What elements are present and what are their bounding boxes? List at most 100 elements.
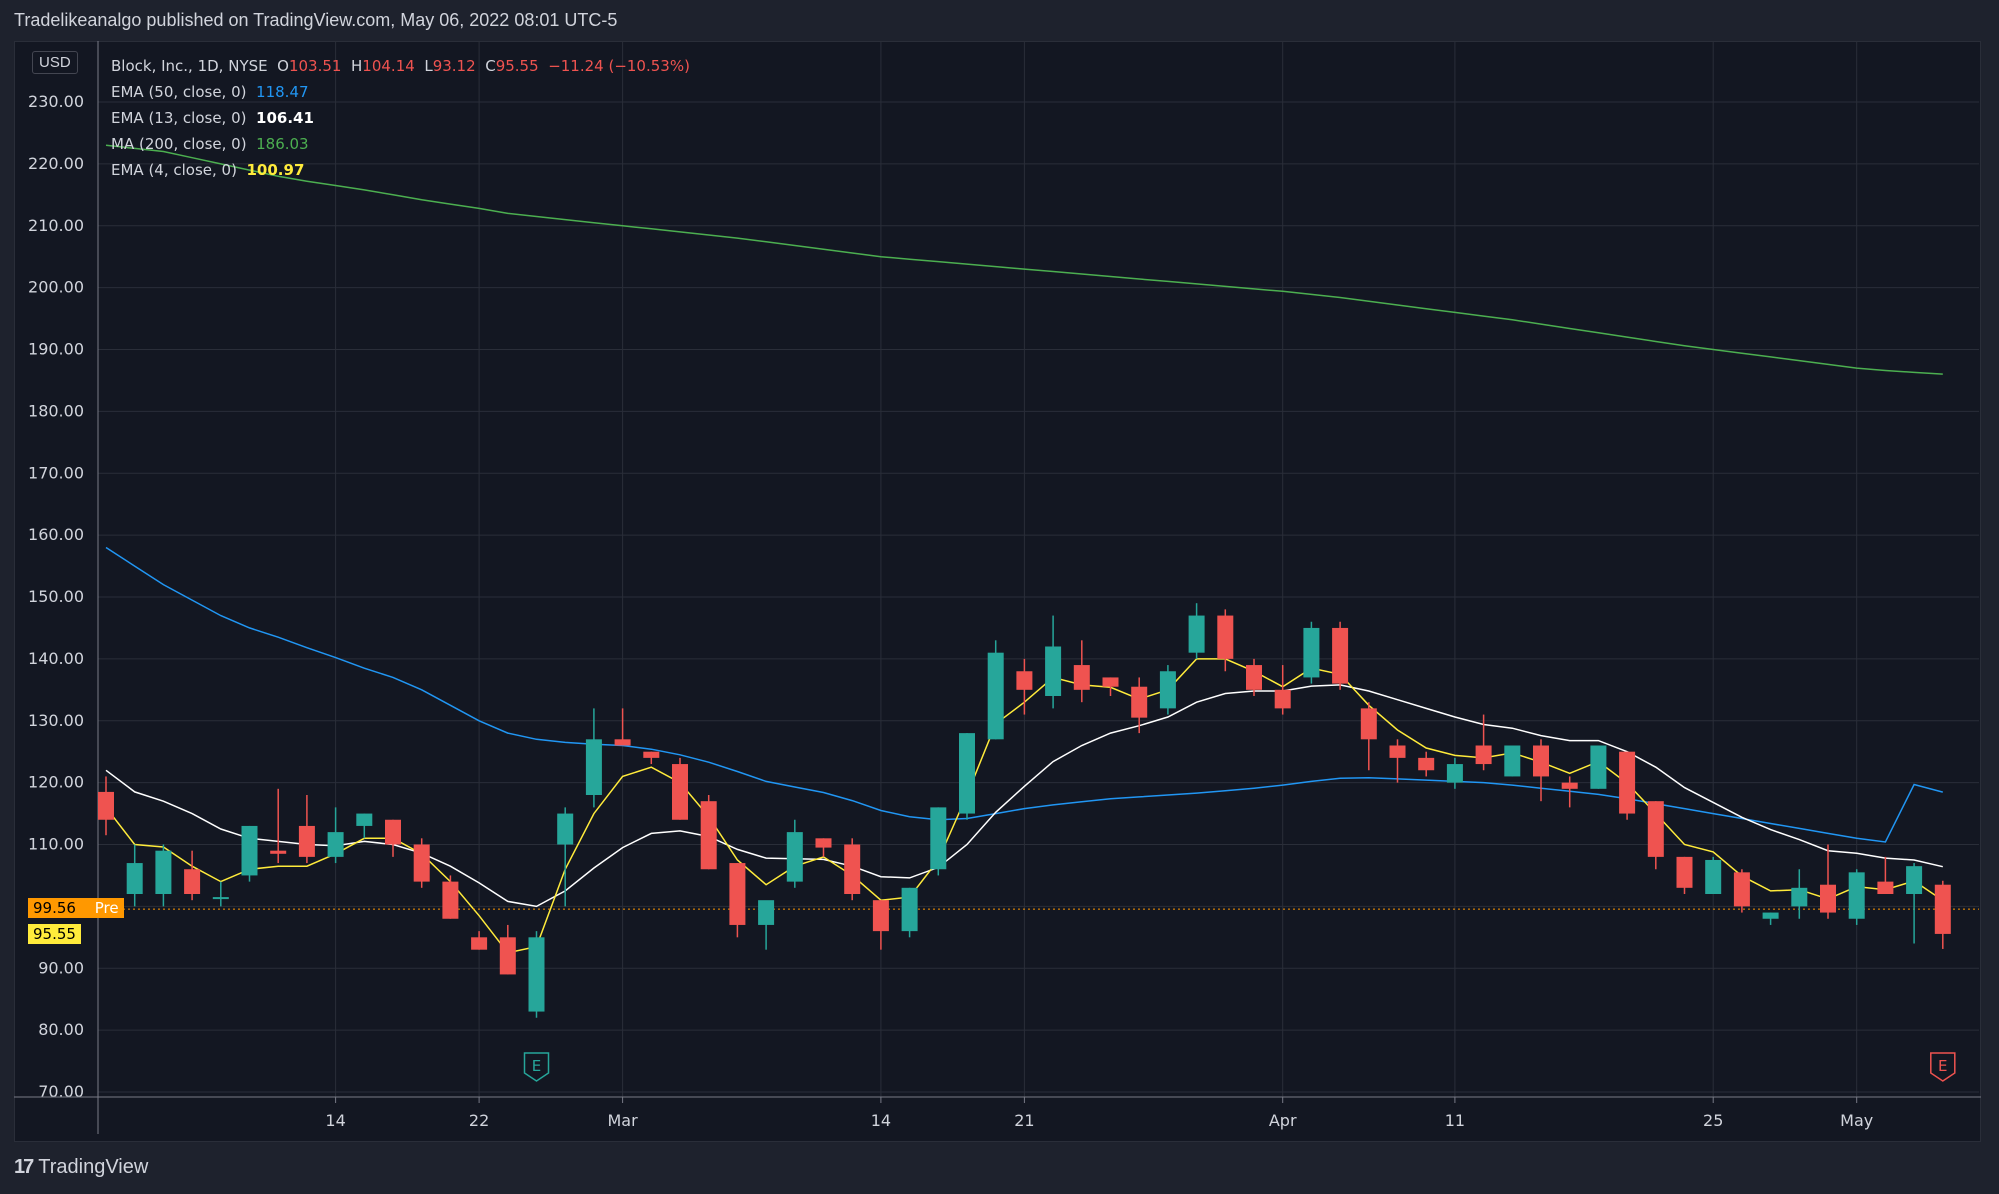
candle-up [901, 887, 918, 938]
candle-down [1676, 856, 1693, 894]
candle-body [901, 887, 918, 932]
candle-down [1877, 856, 1894, 894]
candle-body [1619, 751, 1636, 814]
low-value: 93.12 [432, 57, 476, 75]
candle-body [413, 844, 430, 882]
candle-body [1906, 866, 1923, 894]
y-tick-label: 180.00 [28, 401, 84, 420]
candle-body [1705, 859, 1722, 894]
candle-body [1762, 912, 1779, 919]
legend-ma200-row[interactable]: MA (200, close, 0) 186.03 [111, 131, 690, 157]
candle-body [155, 850, 172, 894]
candle-down [1102, 677, 1119, 696]
candle-body [1561, 782, 1578, 789]
candle-up [212, 881, 229, 907]
line-ema-13-close-0 [105, 684, 1943, 908]
candle-body [1877, 881, 1894, 894]
candle-down [442, 875, 459, 919]
candle-body [442, 881, 459, 919]
candle-body [987, 652, 1004, 740]
open-value: 103.51 [288, 57, 342, 75]
candle-down [1561, 776, 1578, 808]
price-chart[interactable]: 230.00 220.00 210.00 200.00 190.00 180.00 170.… [14, 41, 1981, 1142]
candle-up [1848, 869, 1865, 925]
x-tick-label: Apr [1269, 1111, 1297, 1130]
candle-body [327, 832, 344, 857]
candle-body [557, 813, 574, 845]
change-value: −11.24 (−10.53%) [548, 57, 690, 75]
candle-down [1332, 621, 1349, 690]
currency-button[interactable]: USD [32, 51, 78, 74]
candle-body [585, 739, 602, 795]
y-tick-label: 220.00 [28, 154, 84, 173]
candle-down [499, 924, 516, 975]
ema13-label: EMA (13, close, 0) [111, 109, 247, 127]
candle-body [1102, 677, 1119, 687]
grid-lines [98, 41, 1979, 1097]
open-label: O [277, 57, 289, 75]
candle-down [672, 757, 688, 820]
x-tick-label: 22 [469, 1111, 489, 1130]
y-tick-label: 170.00 [28, 463, 84, 482]
ema4-label: EMA (4, close, 0) [111, 161, 237, 179]
candle-body [126, 863, 143, 894]
candle-body [1246, 665, 1262, 690]
candle-down [1217, 609, 1234, 672]
candle-down [1274, 665, 1291, 715]
x-tick-label: 14 [871, 1111, 891, 1130]
candle-body [872, 900, 889, 932]
y-tick-label: 90.00 [38, 958, 84, 977]
candle-body [471, 937, 488, 950]
candle-body [1045, 646, 1062, 696]
legend-ema4-row[interactable]: EMA (4, close, 0) 100.97 [111, 157, 690, 183]
ema50-value: 118.47 [256, 83, 309, 101]
x-tick-label: 25 [1703, 1111, 1723, 1130]
candle-up [1303, 621, 1320, 684]
legend-ema50-row[interactable]: EMA (50, close, 0) 118.47 [111, 79, 690, 105]
candle-down [700, 795, 717, 870]
candle-down [1475, 714, 1492, 771]
tradingview-logo-icon: 17 [14, 1156, 34, 1178]
candle-down [98, 776, 114, 836]
candle-down [1246, 658, 1262, 696]
candle-up [1446, 757, 1463, 789]
candle-body [1647, 801, 1664, 857]
candle-up [327, 807, 344, 864]
candle-body [1131, 686, 1148, 718]
x-tick-label: 14 [325, 1111, 345, 1130]
earnings-marker: E [523, 1052, 550, 1082]
candle-down [1360, 702, 1377, 771]
candle-body [1418, 757, 1435, 771]
tradingview-logo[interactable]: 17 TradingView [14, 1156, 148, 1179]
legend-ema13-row[interactable]: EMA (13, close, 0) 106.41 [111, 105, 690, 131]
y-tick-label: 110.00 [28, 835, 84, 854]
tradingview-brand: TradingView [38, 1156, 149, 1178]
candle-body [241, 825, 258, 876]
candle-down [298, 795, 315, 864]
chart-frame[interactable] [14, 41, 1981, 1142]
candle-body [1217, 615, 1234, 659]
candle-body [786, 832, 803, 882]
candle-up [987, 640, 1004, 740]
candle-body [1791, 887, 1808, 907]
candle-down [872, 900, 889, 950]
candle-body [844, 844, 861, 894]
candle-body [1590, 745, 1607, 789]
candle-body [1676, 856, 1693, 888]
candle-body [356, 813, 373, 826]
candle-down [471, 931, 488, 950]
candle-body [1848, 872, 1865, 919]
candle-down [1073, 640, 1090, 703]
candle-down [184, 850, 201, 901]
candle-down [729, 863, 746, 938]
candle-down [614, 708, 631, 746]
candle-body [700, 801, 717, 870]
candle-down [844, 838, 861, 901]
publisher-caption: Tradelikeanalgo published on TradingView… [14, 10, 618, 30]
earnings-marker-label: E [532, 1057, 541, 1075]
legend-symbol-row[interactable]: Block, Inc., 1D, NYSE O103.51 H104.14 L9… [111, 53, 690, 79]
candle-up [126, 844, 143, 907]
candle-body [1274, 689, 1291, 709]
candle-up [1159, 665, 1176, 715]
low-label: L [424, 57, 433, 75]
